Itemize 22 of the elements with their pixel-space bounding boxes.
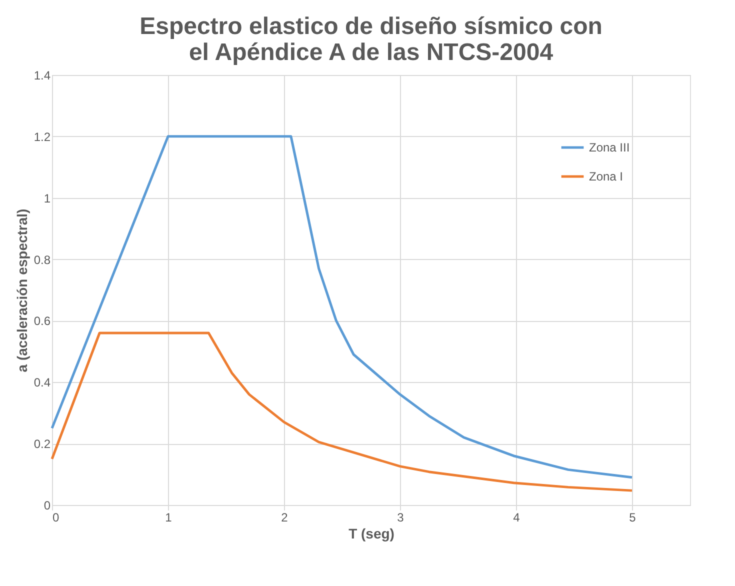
x-axis-title: T (seg) — [348, 526, 394, 542]
y-tick-label: 0.8 — [34, 252, 51, 267]
line-series — [50, 135, 634, 479]
text: Espectro elastico de diseño sísmico con — [140, 13, 602, 40]
x-tick-label: 0 — [52, 510, 60, 524]
x-tick-label: 4 — [513, 510, 520, 524]
y-axis-title: a (aceleración espectral) — [14, 208, 30, 372]
x-tick-label: 1 — [165, 510, 172, 524]
x-tick-label: 3 — [397, 510, 404, 524]
x-tick-label: 5 — [629, 510, 636, 524]
line-series — [50, 332, 634, 492]
y-tick-label: 1.4 — [34, 68, 51, 82]
text: el Apéndice A de las NTCS-2004 — [188, 39, 554, 66]
y-tick-label: 0.4 — [34, 376, 51, 390]
y-tick-label: 0.2 — [34, 437, 51, 452]
y-tick-label: 0.6 — [34, 314, 51, 328]
legend-label: Zona III — [589, 140, 630, 154]
y-tick-label: 1.2 — [34, 130, 51, 144]
y-tick-label: 1 — [44, 191, 51, 206]
x-tick-label: 2 — [281, 510, 288, 524]
legend-label: Zona I — [589, 170, 624, 184]
y-tick-label: 0 — [44, 498, 51, 512]
